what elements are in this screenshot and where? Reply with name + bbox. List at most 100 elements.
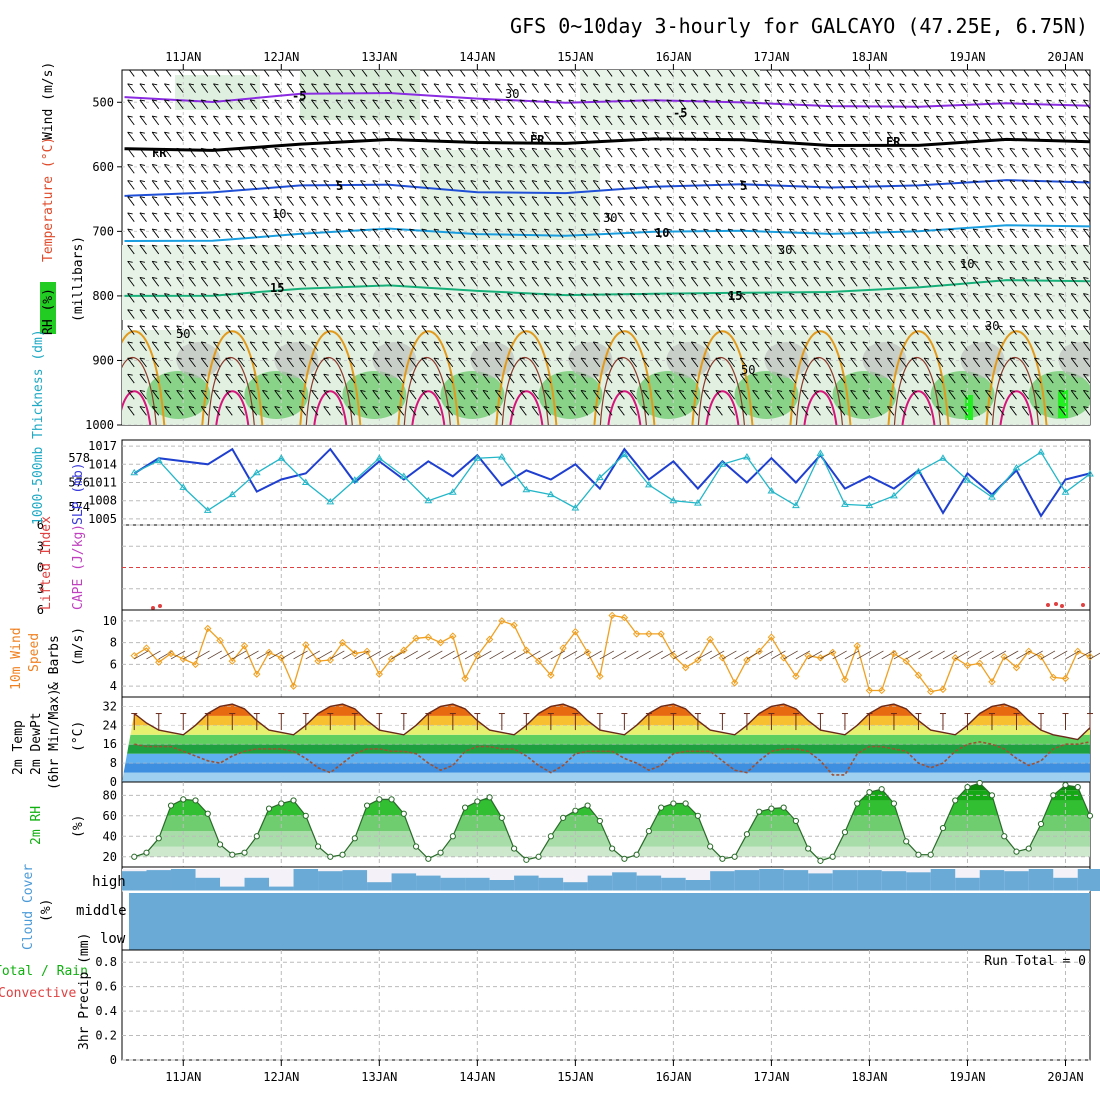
wind-barb-flag	[433, 357, 440, 360]
wind-barb	[801, 357, 809, 368]
wind-barb-flag	[569, 68, 574, 69]
wind-barb-flag	[213, 406, 219, 408]
wind-barb	[458, 164, 466, 174]
wind-barb-flag	[838, 180, 844, 183]
wind-barb-flag	[262, 325, 268, 328]
wind-barb	[151, 83, 160, 93]
wind-barb-flag	[1009, 260, 1015, 263]
wind-barb-flag	[1034, 357, 1040, 360]
wind-barb-flag	[997, 180, 1003, 183]
pressure-tick-label: 500	[92, 95, 114, 109]
wind-barb	[960, 164, 968, 174]
wind-barb-flag	[274, 389, 280, 392]
wind-barb-flag	[617, 325, 623, 328]
wind-barb	[727, 212, 736, 222]
wind-barb	[605, 277, 613, 287]
wind-barb-10m	[170, 650, 186, 660]
wind-speed-point	[498, 617, 506, 625]
wind-barb-flag	[936, 260, 942, 263]
wind-barb	[347, 293, 356, 303]
wind-barb	[752, 390, 760, 400]
wind-barb	[1083, 131, 1090, 142]
wind-barb-flag	[482, 115, 489, 118]
wind-barb-flag	[593, 228, 599, 231]
wind-barb-flag	[531, 357, 538, 360]
wind-barb	[384, 180, 392, 190]
wind-speed-point	[1025, 647, 1033, 656]
ua-temp-label: Temperature (°C)	[41, 137, 56, 262]
wind-barb	[729, 70, 736, 77]
wind-barb	[177, 70, 184, 77]
wind-barb	[139, 309, 147, 319]
wind-barb	[409, 180, 417, 190]
wind-barb-flag	[1083, 131, 1089, 134]
wind-barb-flag	[299, 196, 305, 199]
wind-barb	[396, 373, 405, 384]
wind-barb-flag	[507, 373, 513, 376]
wind-barb	[1070, 196, 1079, 206]
wind-barb	[678, 131, 687, 142]
wind-speed-point	[608, 611, 616, 620]
wind-barb	[788, 131, 797, 142]
wind-barb-flag	[752, 99, 758, 102]
wind-barb-flag	[973, 373, 979, 376]
temp2m-unit-label: (°C)	[71, 721, 86, 752]
wind-barb	[274, 83, 282, 93]
ua-pressure-label: (millibars)	[71, 236, 86, 322]
wind-barb-flag	[752, 164, 758, 166]
wind-barb	[1058, 277, 1066, 287]
wind-barb	[592, 293, 601, 303]
wind-barb	[262, 293, 270, 303]
wind-barb-flag	[360, 99, 366, 102]
wind-barb-flag	[825, 373, 832, 376]
wind-barb	[960, 244, 968, 255]
wind-barb	[874, 83, 883, 93]
rh-point	[792, 817, 800, 825]
wind-barb-flag	[446, 212, 452, 215]
wind-barb-flag	[985, 325, 991, 328]
wind-barb-flag	[924, 357, 930, 360]
wind-barb-flag	[629, 180, 636, 183]
wind-tick-label: 10	[103, 614, 117, 628]
wind-barb-flag	[384, 180, 391, 183]
wind-barb-flag	[213, 83, 219, 86]
precip-conv-label: Convective	[0, 986, 76, 1001]
wind-barb-flag	[519, 309, 525, 312]
wind-barb-flag	[237, 373, 244, 376]
wind-barb-flag	[997, 389, 1003, 392]
wind-barb	[801, 244, 809, 255]
wind-barb-flag	[250, 309, 256, 312]
wind-barb-flag	[911, 389, 917, 392]
wind-barb-flag	[323, 341, 329, 344]
wind-barb-flag	[1009, 373, 1015, 376]
wind-barb-flag	[507, 180, 513, 183]
wind-barb-flag	[335, 357, 342, 360]
wind-barb	[911, 164, 919, 174]
wind-barb	[445, 148, 454, 158]
wind-barb	[458, 261, 466, 271]
wind-barb-flag	[580, 341, 587, 344]
wind-barb	[372, 325, 380, 335]
wind-barb	[580, 261, 588, 271]
wind-barb	[262, 212, 270, 222]
wind-barb	[1046, 244, 1054, 255]
wind-barb-flag	[556, 244, 562, 247]
wind-barb	[923, 164, 932, 174]
wind-barb-flag	[299, 373, 305, 376]
wind-barb	[690, 261, 699, 271]
wind-barb	[605, 131, 613, 142]
cloud-high-bar	[930, 869, 956, 891]
wind-barb	[948, 244, 956, 255]
wind-barb-flag	[911, 147, 917, 150]
wind-barb	[151, 212, 160, 222]
wind-barb	[311, 196, 319, 206]
wind-barb-flag	[776, 83, 783, 86]
wind-barb-flag	[164, 309, 170, 312]
wind-barb	[1083, 325, 1090, 335]
wind-barb-10m	[624, 650, 639, 660]
wind-barb	[592, 406, 601, 416]
cloud-mid-low-fill	[129, 893, 1090, 950]
wind-barb	[874, 341, 883, 352]
wind-barb	[458, 99, 466, 109]
thickness-point	[473, 454, 482, 461]
